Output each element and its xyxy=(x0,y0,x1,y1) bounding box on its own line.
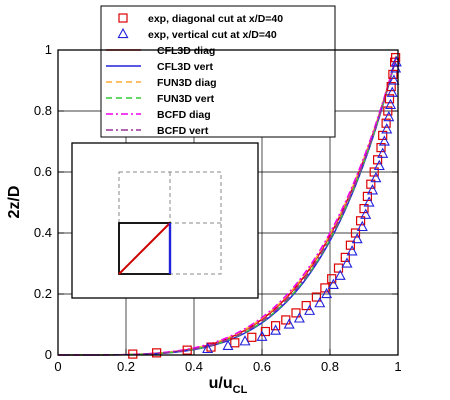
y-tick-label: 0.6 xyxy=(34,164,52,179)
data-point-triangle xyxy=(386,86,398,97)
data-point-triangle xyxy=(373,159,385,171)
legend-label-cfl3d-diag: CFL3D diag xyxy=(157,45,215,57)
x-tick-label: 0.2 xyxy=(117,359,135,374)
data-point-triangle xyxy=(383,110,395,122)
legend-label-bcfd-diag: BCFD diag xyxy=(157,109,211,121)
legend-swatch-exp-diagonal-cut-at-x-d-40 xyxy=(118,13,128,23)
data-point-square xyxy=(230,338,240,348)
legend-label-cfl3d-vert: CFL3D vert xyxy=(157,61,214,73)
data-point-triangle xyxy=(363,196,375,207)
data-point-triangle xyxy=(356,220,368,232)
data-point-triangle xyxy=(381,123,393,134)
data-point-triangle xyxy=(283,318,295,329)
data-point-square xyxy=(128,349,138,359)
data-point-square xyxy=(311,292,321,302)
legend-label-fun3d-vert: FUN3D vert xyxy=(157,93,215,105)
y-tick-label: 0.2 xyxy=(34,286,52,301)
x-axis-title: u/uCL xyxy=(209,375,248,396)
data-point-triangle xyxy=(334,269,346,280)
y-tick-label: 0.4 xyxy=(34,225,52,240)
data-point-square xyxy=(301,300,311,311)
y-ticks: 0 0.2 0.4 0.6 0.8 1 xyxy=(34,42,398,362)
data-point-triangle xyxy=(239,335,251,346)
data-point-triangle xyxy=(360,208,372,219)
legend-label-fun3d-diag: FUN3D diag xyxy=(157,77,217,89)
y-tick-label: 1 xyxy=(45,42,52,57)
legend-label-bcfd-vert: BCFD vert xyxy=(157,125,209,137)
inset-schematic xyxy=(71,142,259,299)
data-point-square xyxy=(391,53,401,63)
data-point-triangle xyxy=(341,257,353,268)
data-point-square xyxy=(260,326,270,337)
data-point-triangle xyxy=(293,312,305,323)
data-point-triangle xyxy=(202,342,214,354)
data-point-triangle xyxy=(321,287,333,299)
data-point-triangle xyxy=(370,171,382,183)
data-point-triangle xyxy=(222,339,234,351)
data-point-triangle xyxy=(388,74,400,85)
inset-diagonal-cut xyxy=(118,222,171,275)
data-point-triangle xyxy=(351,232,363,244)
legend-label-exp-diagonal-cut-at-x-d-40: exp, diagonal cut at x/D=40 xyxy=(148,13,283,25)
data-point-triangle xyxy=(256,330,268,341)
data-point-triangle xyxy=(270,324,282,335)
data-point-square xyxy=(152,348,162,358)
x-tick-label: 0.8 xyxy=(321,359,339,374)
data-point-square xyxy=(247,332,257,342)
data-point-square xyxy=(182,345,192,355)
experiment-markers xyxy=(128,53,402,359)
data-point-triangle xyxy=(366,184,379,195)
data-point-triangle xyxy=(385,98,397,110)
plot-frame xyxy=(57,49,399,356)
x-tick-label: 1 xyxy=(394,359,401,374)
inset-frame xyxy=(71,142,259,299)
y-tick-label: 0.8 xyxy=(34,103,52,118)
data-point-square xyxy=(333,263,344,273)
data-point-triangle xyxy=(346,245,358,256)
data-point-triangle xyxy=(304,304,316,315)
x-tick-label: 0 xyxy=(54,359,61,374)
data-point-square xyxy=(291,308,301,318)
legend-box xyxy=(100,5,336,138)
data-point-triangle xyxy=(327,278,339,290)
data-point-triangle xyxy=(378,135,390,146)
y-tick-label: 0 xyxy=(45,347,52,362)
x-tick-label: 0.6 xyxy=(253,359,271,374)
legend-label-exp-vertical-cut-at-x-d-40: exp, vertical cut at x/D=40 xyxy=(148,29,277,41)
data-point-triangle xyxy=(314,296,326,308)
legend-swatch-exp-vertical-cut-at-x-d-40 xyxy=(117,27,129,39)
data-point-triangle xyxy=(377,147,389,158)
data-point-square xyxy=(271,321,281,331)
legend: exp, diagonal cut at x/D=40 exp, vertical… xyxy=(100,5,336,138)
y-axis-title: 2z/D xyxy=(6,186,23,219)
data-point-square xyxy=(381,118,391,128)
x-tick-label: 0.4 xyxy=(185,359,203,374)
